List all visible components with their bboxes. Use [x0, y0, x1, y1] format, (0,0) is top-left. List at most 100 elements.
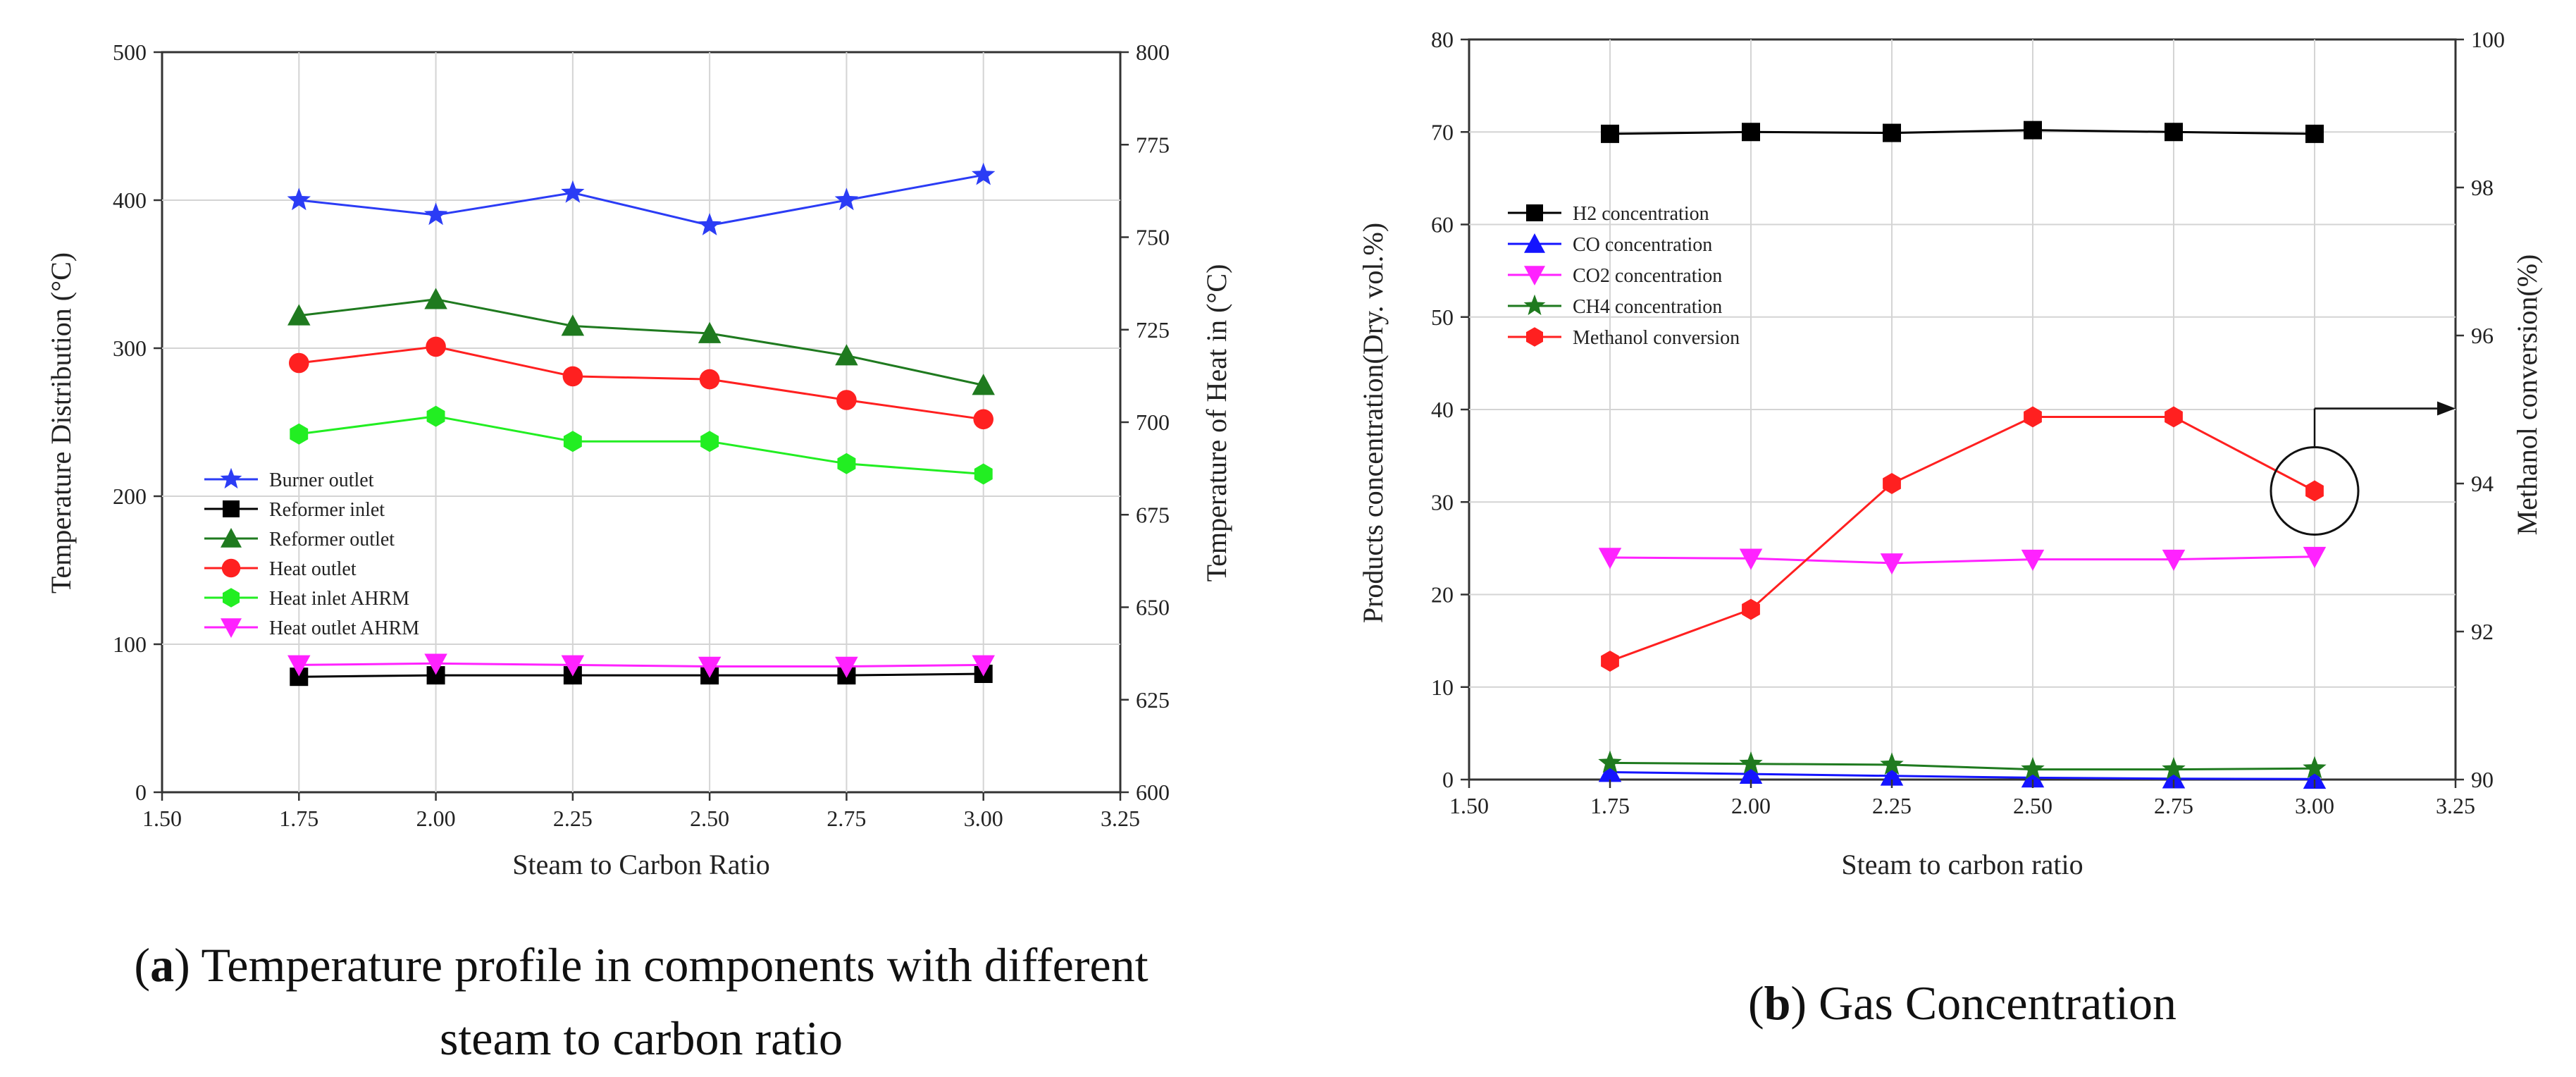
a-point-reformer-outlet	[835, 344, 858, 366]
a-y-tick-label: 500	[113, 39, 147, 65]
b-y2-tick-label: 92	[2471, 619, 2494, 644]
b-y-tick-label: 0	[1442, 767, 1454, 792]
b-legend-marker	[1524, 233, 1545, 253]
b-y-tick-label: 30	[1431, 489, 1454, 515]
a-point-reformer-outlet	[561, 314, 585, 336]
chart-b-legend: H2 concentration CO concentration CO2 conc…	[1508, 203, 1740, 349]
b-x-tick-label: 1.50	[1449, 793, 1489, 818]
b-y2-tick-label: 94	[2471, 471, 2494, 496]
a-legend-item-heat-outlet-ahrm: Heat outlet AHRM	[204, 617, 419, 639]
a-point-heat-outlet-ahrm	[972, 655, 995, 677]
chart-b-caption: (b) Gas Concentration	[1748, 976, 2176, 1030]
b-legend-marker	[1526, 327, 1543, 347]
a-legend-item-reformer-inlet: Reformer inlet	[204, 499, 385, 521]
a-legend-marker	[223, 588, 240, 608]
b-point-co2-concentration	[2303, 546, 2327, 568]
b-legend-label: CO2 concentration	[1573, 265, 1722, 287]
b-point-co2-concentration	[1880, 553, 1904, 575]
chart-a-x-ticks: 1.50 1.75 2.00 2.25 2.50 2.75 3.00 3.25	[142, 792, 1140, 831]
b-x-tick-label: 2.75	[2154, 793, 2193, 818]
b-x-tick-label: 2.00	[1731, 793, 1771, 818]
a-line-heat-inlet-ahrm	[299, 415, 984, 475]
a-point-heat-outlet	[426, 336, 446, 357]
a-point-burner-outlet	[287, 187, 311, 211]
a-point-reformer-outlet	[698, 321, 722, 343]
chart-b-caption-text: Gas Concentration	[1819, 976, 2176, 1030]
b-x-tick-label: 3.25	[2436, 793, 2475, 818]
b-legend-item-co-concentration: CO concentration	[1508, 233, 1712, 256]
a-legend-label: Heat inlet AHRM	[269, 588, 409, 610]
b-legend-marker	[1523, 294, 1546, 316]
a-y2-tick-label: 650	[1136, 595, 1170, 620]
b-point-h2-concentration	[2165, 123, 2183, 142]
b-point-co2-concentration	[1598, 548, 1622, 570]
a-legend-label: Heat outlet AHRM	[269, 617, 419, 639]
a-point-burner-outlet	[561, 180, 585, 203]
chart-b-series	[1598, 121, 2327, 789]
b-y-tick-label: 10	[1431, 675, 1454, 700]
chart-a-caption-line1: (a) Temperature profile in components wi…	[134, 938, 1148, 992]
b-y-tick-label: 20	[1431, 582, 1454, 608]
a-legend-marker	[221, 618, 242, 638]
a-point-heat-outlet-ahrm	[835, 656, 858, 678]
a-legend-item-burner-outlet: Burner outlet	[204, 467, 374, 491]
b-point-ch4-concentration	[2021, 757, 2045, 780]
b-y-tick-label: 40	[1431, 397, 1454, 422]
chart-a-caption-text: Temperature profile in components with d…	[201, 938, 1148, 992]
b-y2-tick-label: 98	[2471, 175, 2494, 200]
a-series-heat-outlet	[288, 336, 994, 430]
a-point-heat-inlet-ahrm	[974, 463, 993, 485]
b-x-tick-label: 2.50	[2013, 793, 2052, 818]
b-legend-item-h2-concentration: H2 concentration	[1508, 203, 1709, 225]
b-legend-marker	[1526, 204, 1543, 221]
a-point-heat-outlet	[288, 352, 309, 374]
b-legend-item-co2-concentration: CO2 concentration	[1508, 265, 1722, 287]
b-legend-label: Methanol conversion	[1573, 327, 1740, 349]
b-line-h2-concentration	[1609, 129, 2315, 135]
a-x-tick-label: 1.50	[142, 806, 182, 831]
a-x-tick-label: 3.00	[964, 806, 1003, 831]
a-point-reformer-outlet	[424, 288, 447, 309]
b-line-co2-concentration	[1609, 555, 2315, 565]
b-y2-tick-label: 90	[2471, 767, 2494, 792]
a-legend-label: Heat outlet	[269, 558, 357, 580]
a-point-heat-outlet-ahrm	[287, 655, 311, 677]
chart-b-annotation	[2270, 401, 2456, 536]
chart-b-x-axis-title: Steam to carbon ratio	[1841, 849, 2083, 880]
b-point-methanol-conversion	[2165, 406, 2183, 428]
b-point-h2-concentration	[2024, 121, 2042, 140]
b-point-co-concentration	[2303, 768, 2327, 789]
b-legend-label: CO concentration	[1573, 234, 1712, 256]
a-x-tick-label: 1.75	[279, 806, 318, 831]
b-y-tick-label: 80	[1431, 27, 1454, 52]
b-line-methanol-conversion	[1609, 416, 2315, 663]
a-point-burner-outlet	[972, 162, 996, 185]
a-y2-tick-label: 700	[1136, 410, 1170, 435]
b-point-co2-concentration	[2021, 549, 2045, 571]
b-point-methanol-conversion	[2024, 406, 2042, 428]
a-point-burner-outlet	[834, 187, 859, 211]
b-y2-tick-label: 96	[2471, 323, 2494, 348]
chart-a-y-ticks: 0 100 200 300 400 500	[113, 39, 162, 805]
b-point-methanol-conversion	[1883, 473, 1901, 494]
b-point-ch4-concentration	[1880, 752, 1904, 775]
b-point-methanol-conversion	[2305, 480, 2324, 502]
a-point-heat-outlet	[973, 409, 994, 430]
a-legend-marker	[223, 500, 240, 517]
a-point-heat-outlet	[562, 366, 583, 387]
a-point-heat-outlet-ahrm	[424, 653, 447, 675]
a-point-heat-inlet-ahrm	[563, 431, 582, 453]
chart-b-y-axis-title: Products concentration(Dry. vol.%)	[1357, 223, 1389, 623]
b-point-co-concentration	[1739, 762, 1763, 784]
b-point-ch4-concentration	[2303, 756, 2327, 779]
a-y-tick-label: 400	[113, 187, 147, 213]
b-point-ch4-concentration	[1598, 750, 1622, 773]
a-point-heat-inlet-ahrm	[290, 423, 309, 445]
b-legend-marker	[1524, 266, 1545, 285]
b-x-tick-label: 2.25	[1872, 793, 1912, 818]
a-x-tick-label: 2.50	[690, 806, 729, 831]
a-point-heat-inlet-ahrm	[837, 453, 856, 474]
a-legend-label: Reformer outlet	[269, 529, 395, 550]
b-annotation-arrow-head	[2437, 401, 2456, 416]
a-y-tick-label: 200	[113, 484, 147, 509]
